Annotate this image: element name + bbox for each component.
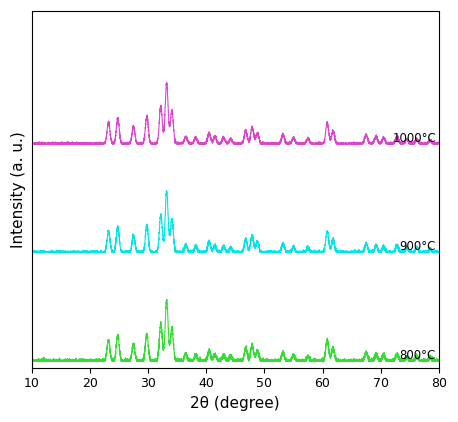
Text: 800°C: 800°C [400,349,436,362]
X-axis label: 2θ (degree): 2θ (degree) [191,396,280,411]
Y-axis label: Intensity (a. u.): Intensity (a. u.) [11,131,26,248]
Text: 900°C: 900°C [400,240,436,253]
Text: 1000°C: 1000°C [392,132,436,144]
